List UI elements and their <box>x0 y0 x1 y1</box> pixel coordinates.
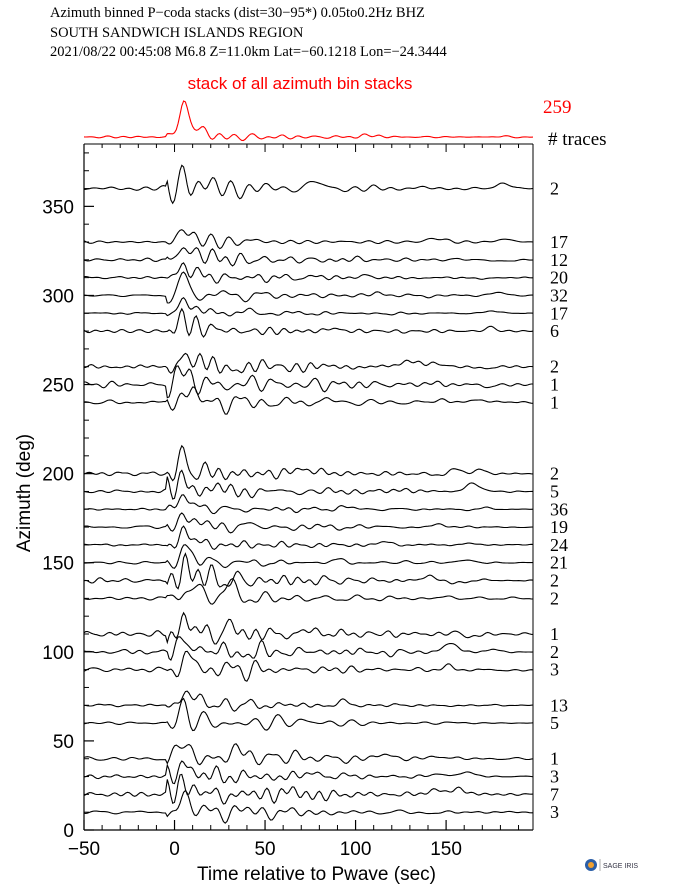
trace-count-label: 1 <box>550 375 559 395</box>
trace-line <box>84 365 533 399</box>
sage-logo: SAGE IRIS <box>585 859 638 871</box>
y-tick-label: 350 <box>42 197 74 218</box>
trace-count-label: 24 <box>550 535 568 555</box>
trace-line <box>83 164 534 205</box>
y-tick-label: 250 <box>42 376 74 397</box>
trace-line <box>83 444 534 482</box>
trace-count-label: 21 <box>550 553 568 573</box>
trace-line <box>83 262 533 284</box>
trace-count-label: 2 <box>550 179 559 199</box>
trace-count-label: 1 <box>550 392 559 412</box>
trace-line <box>83 247 534 267</box>
trace-line <box>83 229 534 250</box>
x-tick-label: 0 <box>169 839 180 860</box>
y-tick-label: 200 <box>42 465 74 486</box>
trace-count-label: 17 <box>550 232 568 252</box>
trace-count-label: 3 <box>550 660 559 680</box>
trace-line <box>83 494 534 515</box>
y-tick-label: 300 <box>42 286 74 307</box>
trace-count-label: 2 <box>550 571 559 591</box>
trace-line <box>83 552 534 590</box>
trace-count-label: 19 <box>550 517 568 537</box>
y-tick-label: 0 <box>63 821 74 842</box>
trace-count-label: 36 <box>550 499 568 519</box>
trace-line <box>83 271 533 304</box>
plot-frame <box>83 143 534 831</box>
trace-line <box>83 773 534 805</box>
total-traces-label: 259 <box>543 97 572 118</box>
trace-line <box>83 512 534 534</box>
trace-line <box>83 469 533 500</box>
trace-count-label: 2 <box>550 642 559 662</box>
header-region-line: SOUTH SANDWICH ISLANDS REGION <box>50 24 304 41</box>
x-tick-label: 100 <box>340 839 372 860</box>
trace-count-label: 13 <box>550 695 568 715</box>
trace-line <box>83 352 534 374</box>
y-tick-label: 150 <box>42 554 74 575</box>
trace-line <box>83 611 534 645</box>
trace-count-label: 17 <box>550 303 568 323</box>
trace-count-header: # traces <box>548 129 607 150</box>
trace-line <box>83 789 533 824</box>
x-tick-label: 150 <box>430 839 462 860</box>
trace-line <box>84 690 534 712</box>
trace-count-label: 2 <box>550 357 559 377</box>
trace-count-label: 1 <box>550 749 559 769</box>
x-tick-label: 50 <box>254 839 275 860</box>
trace-line <box>83 760 534 785</box>
y-tick-label: 50 <box>53 732 74 753</box>
trace-line <box>83 307 534 338</box>
trace-count-label: 3 <box>550 802 559 822</box>
trace-line <box>83 636 534 662</box>
trace-count-label: 20 <box>550 268 568 288</box>
trace-count-label: 32 <box>550 285 568 305</box>
trace-count-label: 2 <box>550 464 559 484</box>
trace-line <box>83 697 534 732</box>
trace-line <box>83 743 534 766</box>
stack-trace-line <box>83 100 534 142</box>
trace-count-label: 3 <box>550 767 559 787</box>
trace-line <box>84 544 533 569</box>
y-axis-label: Azimuth (deg) <box>14 434 35 552</box>
logo-text: SAGE IRIS <box>603 863 638 870</box>
trace-count-label: 2 <box>550 588 559 608</box>
trace-line <box>83 578 534 605</box>
trace-waveforms <box>83 164 534 824</box>
y-tick-label: 100 <box>42 643 74 664</box>
stack-title: stack of all azimuth bin stacks <box>188 74 413 93</box>
header-event-line: 2021/08/22 00:45:08 M6.8 Z=11.0km Lat=−6… <box>50 44 447 60</box>
trace-count-label: 5 <box>550 481 559 501</box>
stack-panel: stack of all azimuth bin stacks 259 # trac… <box>83 74 607 150</box>
axis-labels: Time relative to Pwave (sec) Azimuth (deg… <box>14 434 436 885</box>
trace-count-label: 12 <box>550 250 568 270</box>
trace-count-label: 1 <box>550 624 559 644</box>
trace-line <box>84 296 534 317</box>
trace-line <box>83 386 534 415</box>
trace-count-label: 5 <box>550 713 559 733</box>
trace-count-label: 6 <box>550 321 559 341</box>
plot-header: Azimuth binned P−coda stacks (dist=30−95… <box>50 4 447 63</box>
trace-count-label: 7 <box>550 784 559 804</box>
trace-line <box>83 650 534 682</box>
trace-line <box>83 525 534 551</box>
header-title-line: Azimuth binned P−coda stacks (dist=30−95… <box>50 5 425 21</box>
logo-center-icon <box>588 862 594 868</box>
x-tick-label: −50 <box>68 839 100 860</box>
x-axis-label: Time relative to Pwave (sec) <box>197 864 436 885</box>
